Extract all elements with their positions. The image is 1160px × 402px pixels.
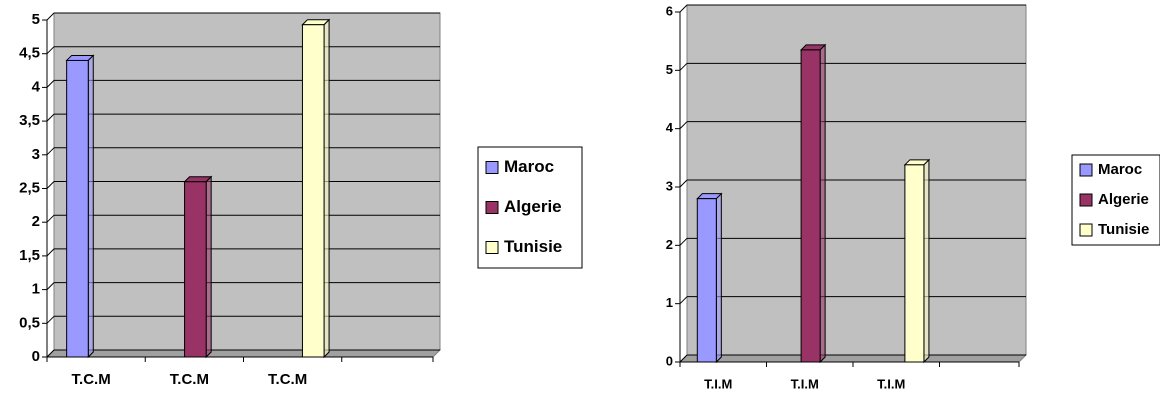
legend-swatch [1079,163,1093,177]
legend-label: Maroc [1098,161,1142,178]
y-tick-label: 4 [32,78,41,95]
grid-line-side [679,4,688,13]
y-tick-label: 2 [666,237,673,252]
bar [904,164,925,363]
grid-line-side [679,62,688,71]
y-tick-label: 0,5 [19,314,40,331]
y-tick-label: 2 [32,213,40,230]
y-tick-label: 5 [32,11,40,28]
x-tick-label: T.I.M [704,376,732,391]
grid-line-side [46,147,55,156]
y-tick-label: 1 [666,295,673,310]
y-tick-label: 2,5 [19,179,40,196]
legend-swatch [485,201,499,214]
y-tick-label: 3 [666,178,673,193]
bar-side [715,192,722,364]
legend-swatch [1079,193,1093,207]
x-tick-label: T.I.M [791,376,819,391]
grid-line-side [46,315,55,324]
bar-side [323,18,330,359]
bar [66,59,89,358]
bar-side [205,175,212,359]
legend-label: Tunisie [504,237,562,256]
grid-line-side [46,248,55,257]
legend-swatch [1079,223,1093,237]
y-tick-label: 4,5 [19,45,40,62]
grid-line-side [46,12,55,21]
y-tick-label: 1,5 [19,247,40,264]
bar [184,181,207,358]
grid-line-side [46,113,55,122]
grid-line-side [46,46,55,55]
grid-line-side [679,354,688,363]
grid-line-side [679,237,688,246]
bar [800,49,821,363]
legend-label: Algerie [1098,191,1149,208]
grid-line-side [679,296,688,305]
legend-label: Maroc [504,157,554,176]
y-tick-label: 6 [666,3,673,18]
grid-line-side [46,181,55,189]
bar-side [819,43,826,364]
legend-label: Algerie [504,197,562,216]
grid-line-side [46,214,55,223]
legend-swatch [485,161,499,174]
plot-floor [678,354,1028,363]
plot-floor [45,349,442,358]
bar [696,198,717,363]
bar [301,24,325,358]
y-tick-label: 1 [32,281,40,298]
y-tick-label: 3 [32,146,40,163]
x-tick-label: T.I.M [877,376,905,391]
x-tick-label: T.C.M [72,371,111,388]
x-tick-label: T.C.M [268,371,307,388]
y-tick-label: 5 [666,62,673,77]
y-tick-label: 0 [32,348,40,365]
grid-line-side [46,80,55,88]
y-tick-label: 0 [666,353,673,368]
grid-line-side [46,349,55,358]
legend-label: Tunisie [1098,221,1149,238]
bar-side [923,158,930,364]
grid-line-side [46,282,55,290]
grid-line-side [679,121,688,130]
grid-line-side [679,179,688,188]
y-tick-label: 4 [666,120,674,135]
x-tick-label: T.C.M [170,371,209,388]
bar-side [87,54,94,359]
y-tick-label: 3,5 [19,112,40,129]
legend-swatch [485,241,499,254]
